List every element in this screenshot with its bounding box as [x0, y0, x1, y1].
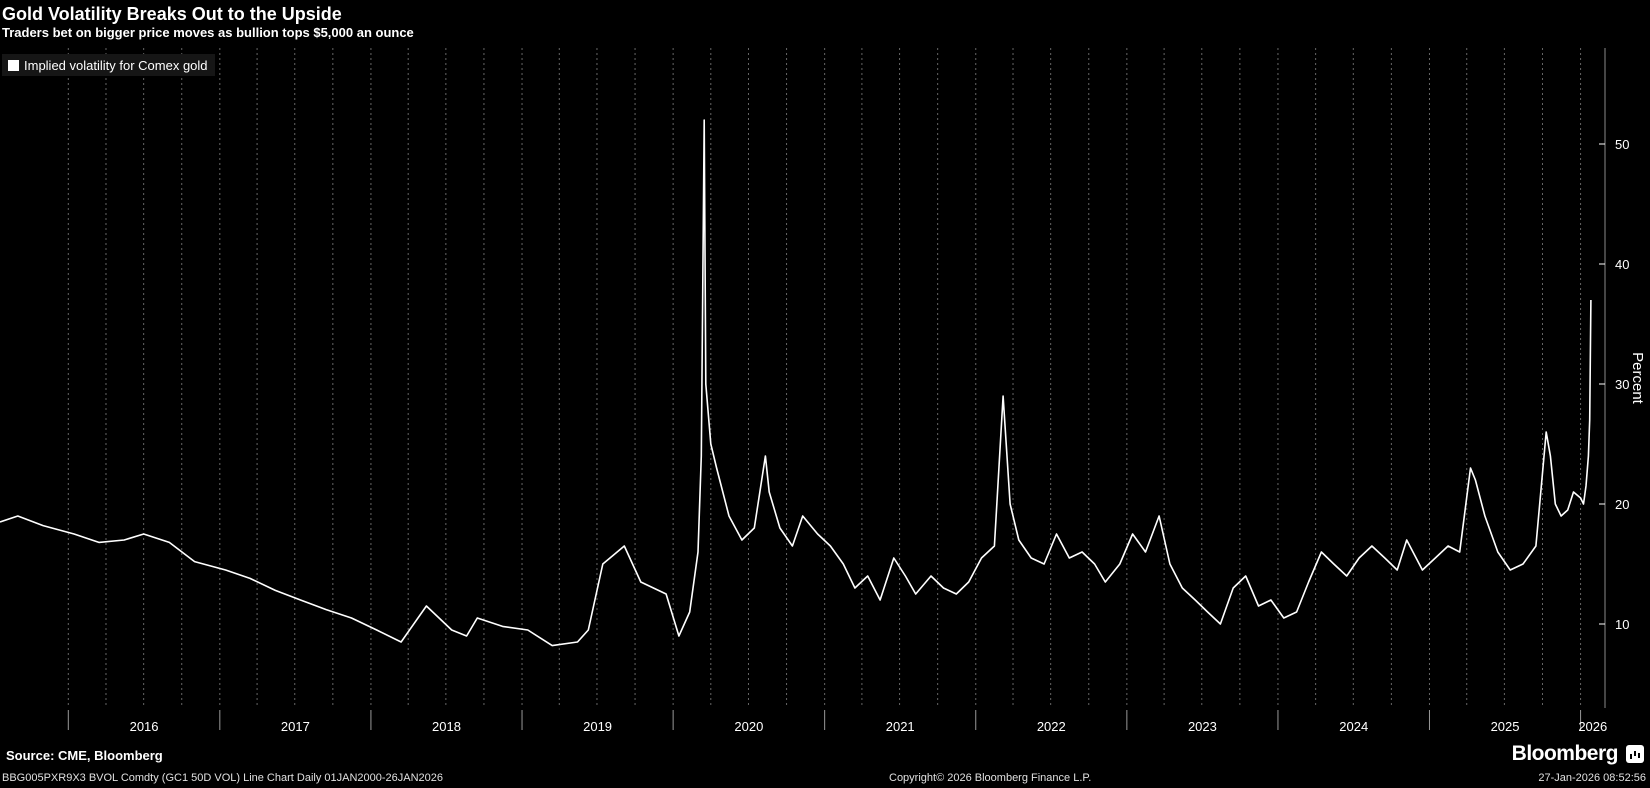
x-tick-label-2020: 2020 — [734, 719, 763, 734]
series-layer — [0, 119, 1592, 647]
x-tick-label-2016: 2016 — [130, 719, 159, 734]
y-tick-label-30: 30 — [1615, 377, 1629, 392]
legend-label: Implied volatility for Comex gold — [24, 57, 208, 73]
chart-title: Gold Volatility Breaks Out to the Upside — [2, 4, 342, 24]
y-axis-label: Percent — [1629, 352, 1646, 405]
chart-legend: Implied volatility for Comex gold — [2, 54, 215, 76]
series-line-0 — [0, 119, 1592, 647]
x-tick-label-2021: 2021 — [886, 719, 915, 734]
bloomberg-terminal-icon — [1626, 745, 1644, 763]
bloomberg-logo: Bloomberg — [1511, 742, 1619, 765]
chart-subtitle: Traders bet on bigger price moves as bul… — [2, 25, 414, 40]
legend-swatch — [8, 59, 19, 71]
x-tick-label-2023: 2023 — [1188, 719, 1217, 734]
ticker-line: BBG005PXR9X3 BVOL Comdty (GC1 50D VOL) L… — [2, 772, 444, 784]
y-tick-label-50: 50 — [1615, 137, 1629, 152]
y-tick-label-20: 20 — [1615, 497, 1629, 512]
x-tick-label-2018: 2018 — [432, 719, 461, 734]
x-tick-label-2025: 2025 — [1491, 719, 1520, 734]
timestamp: 27-Jan-2026 08:52:56 — [1538, 772, 1646, 784]
x-axis: 2016 2017 2018 2019 2020 2021 2022 2023 2024 2025… — [67, 710, 1607, 734]
x-tick-label-2026: 2026 — [1578, 719, 1607, 734]
x-tick-label-2024: 2024 — [1339, 719, 1368, 734]
copyright-notice: Copyright© 2026 Bloomberg Finance L.P. — [889, 772, 1092, 784]
vertical-gridlines — [67, 48, 1582, 708]
y-axis: 10 20 30 40 50 — [1599, 48, 1629, 708]
y-tick-label-10: 10 — [1615, 617, 1629, 632]
y-tick-label-40: 40 — [1615, 257, 1629, 272]
x-tick-label-2022: 2022 — [1037, 719, 1066, 734]
x-tick-label-2017: 2017 — [281, 719, 310, 734]
x-tick-label-2019: 2019 — [583, 719, 612, 734]
source-note: Source: CME, Bloomberg — [6, 748, 163, 763]
